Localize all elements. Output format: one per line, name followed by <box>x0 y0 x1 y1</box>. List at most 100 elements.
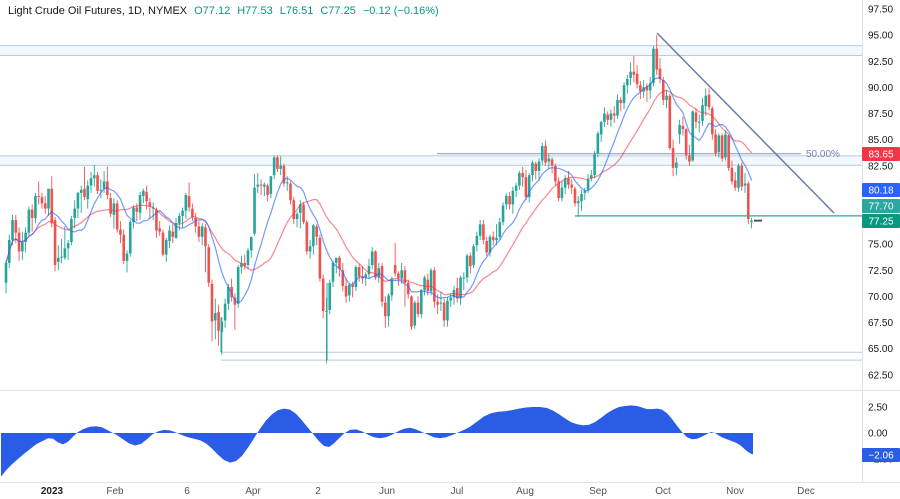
candle-body <box>505 196 508 205</box>
candle-body <box>393 265 397 274</box>
candle-body <box>596 133 600 154</box>
candle-body <box>606 114 609 120</box>
candle-body <box>743 183 747 186</box>
candle-body <box>665 95 668 100</box>
candle-body <box>518 173 521 186</box>
candle-body <box>688 155 691 162</box>
candle-body <box>599 121 603 135</box>
price-axis-label: 70.00 <box>868 292 893 303</box>
candle-body <box>482 224 485 240</box>
candle-body <box>609 113 613 120</box>
drawings-layer[interactable] <box>575 32 862 222</box>
candle-body <box>465 255 469 278</box>
candle-body <box>269 176 273 194</box>
candle-body <box>227 286 230 304</box>
candle-body <box>675 162 678 168</box>
oscillator-panel[interactable] <box>1 405 753 477</box>
candle-body <box>334 257 338 263</box>
annotation-zones <box>0 45 862 166</box>
candles-layer[interactable] <box>4 35 753 364</box>
symbol-title: Light Crude Oil Futures, 1D, NYMEX <box>8 5 188 17</box>
oscillator-area <box>1 405 753 477</box>
candle-body <box>403 270 407 283</box>
axis-value-badge[interactable] <box>862 214 900 228</box>
candle-body <box>331 262 335 282</box>
time-axis[interactable]: 2023 Feb 6 Apr 2 Jun Jul Aug Sep Oct Nov Dec <box>41 486 815 497</box>
candle-body <box>576 201 580 204</box>
candle-body <box>593 154 596 176</box>
candle-body <box>678 124 681 135</box>
candle-body <box>213 313 217 321</box>
price-axis-label: 65.00 <box>868 344 893 355</box>
candle-body <box>263 184 266 187</box>
time-axis-label: Nov <box>726 486 744 497</box>
candle-body <box>115 203 119 230</box>
ma-slow-line <box>5 89 753 296</box>
candle-body <box>711 108 714 135</box>
candle-body <box>302 204 305 223</box>
candle-body <box>527 175 531 198</box>
candle-body <box>400 270 403 279</box>
symbol-legend[interactable]: Light Crude Oil Futures, 1D, NYMEX O77.1… <box>8 5 439 17</box>
candle-body <box>410 296 413 327</box>
candle-body <box>459 277 462 299</box>
ma-layer <box>5 77 753 304</box>
axis-value-badge[interactable] <box>862 448 900 462</box>
candle-body <box>622 85 626 104</box>
candle-body <box>419 290 423 315</box>
candle-body <box>544 145 547 163</box>
candle-body <box>511 190 515 205</box>
candle-body <box>299 204 302 213</box>
candle-body <box>132 207 135 223</box>
oscillator-axis-label: 0.00 <box>868 429 888 440</box>
price-axis-label: 87.50 <box>868 109 893 120</box>
time-axis-label: Sep <box>589 486 607 497</box>
candle-body <box>122 234 126 261</box>
candle-body <box>645 86 649 91</box>
candle-body <box>364 274 367 278</box>
candle-body <box>370 251 374 266</box>
candle-body <box>727 135 730 168</box>
axis-badge-text: −2.06 <box>868 451 894 462</box>
candle-body <box>707 94 711 108</box>
axis-value-badge[interactable] <box>862 199 900 213</box>
candle-body <box>658 68 662 80</box>
price-axis-label: 95.00 <box>868 31 893 42</box>
candle-body <box>557 181 560 199</box>
candle-body <box>351 284 354 287</box>
candle-body <box>256 184 260 187</box>
candle-body <box>626 79 629 86</box>
candle-body <box>148 202 152 207</box>
candle-body <box>390 278 394 296</box>
zone-fill <box>0 155 862 166</box>
time-axis-label: Apr <box>245 486 261 497</box>
candle-body <box>442 302 446 321</box>
candle-body <box>485 240 488 253</box>
candle-body <box>86 185 90 200</box>
candle-body <box>704 95 708 107</box>
candle-body <box>737 165 740 188</box>
candle-body <box>102 181 106 189</box>
candle-body <box>616 99 619 116</box>
price-axis[interactable]: 97.5095.0092.5090.0087.5085.0082.5080.00… <box>862 5 900 466</box>
candle-body <box>583 190 587 193</box>
candle-body <box>73 208 76 218</box>
candle-body <box>635 73 639 85</box>
candle-body <box>560 187 564 199</box>
price-axis-label: 67.50 <box>868 318 893 329</box>
candle-body <box>30 209 34 218</box>
candle-body <box>475 235 479 246</box>
candle-body <box>632 71 636 75</box>
axis-value-badge[interactable] <box>862 183 900 197</box>
axis-badge-text: 77.70 <box>868 202 893 213</box>
time-axis-label: 6 <box>184 486 190 497</box>
candle-body <box>109 198 112 214</box>
price-axis-label: 92.50 <box>868 57 893 68</box>
candle-body <box>249 236 253 251</box>
candle-body <box>295 213 299 220</box>
candle-body <box>671 147 675 168</box>
candle-body <box>194 218 197 227</box>
candle-body <box>191 208 194 217</box>
axis-value-badge[interactable] <box>862 147 900 161</box>
